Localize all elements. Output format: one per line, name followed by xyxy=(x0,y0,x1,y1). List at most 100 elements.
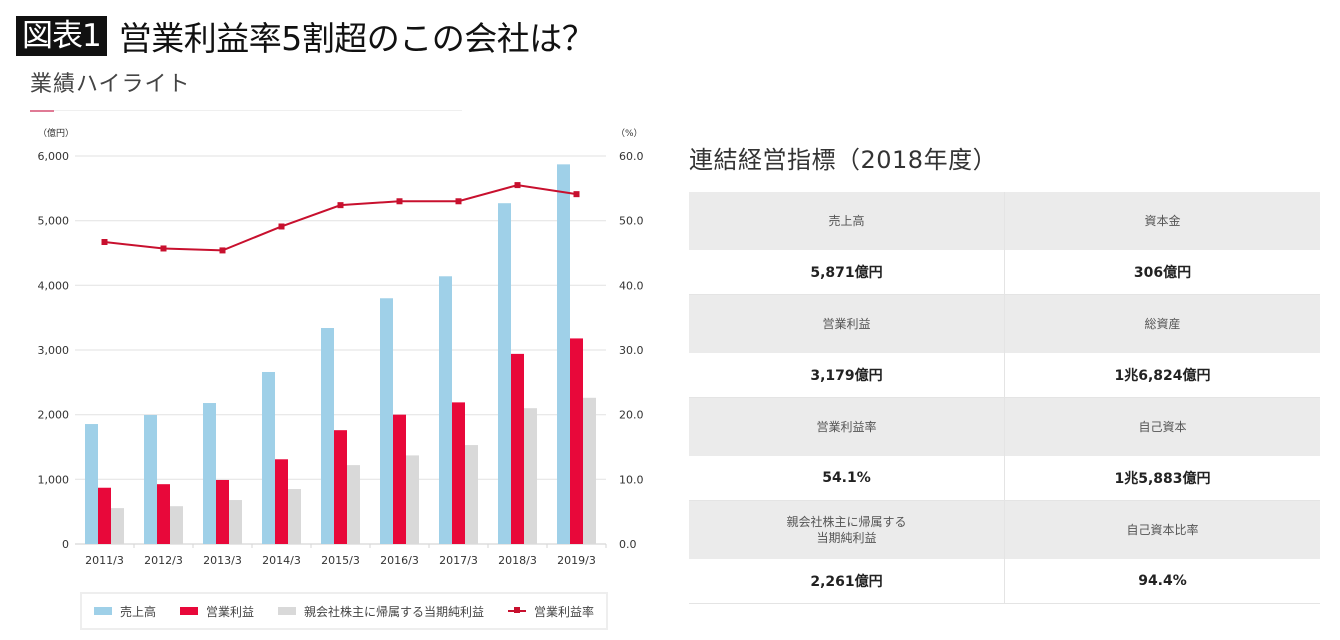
x-tick-label: 2018/3 xyxy=(498,554,537,567)
x-tick-label: 2015/3 xyxy=(321,554,360,567)
marker-operating-margin xyxy=(514,182,521,189)
kpi-value-left: 2,261億円 xyxy=(689,559,1005,604)
bar-sales xyxy=(203,403,216,544)
kpi-label-row: 営業利益率 自己資本 xyxy=(689,397,1320,456)
kpi-value-left: 5,871億円 xyxy=(689,250,1005,295)
performance-chart: 0 1,000 2,000 3,000 4,000 5,000 6,000 0.0 10.0 20… xyxy=(38,127,644,567)
y-right-tick-label: 30.0 xyxy=(619,344,644,357)
marker-operating-margin xyxy=(160,245,167,252)
marker-operating-margin xyxy=(278,223,285,230)
marker-operating-margin xyxy=(219,247,226,254)
bar-net-profit xyxy=(524,408,537,544)
bar-operating-profit xyxy=(216,479,229,544)
kpi-label-left: 親会社株主に帰属する 当期純利益 xyxy=(689,500,1005,559)
kpi-value-right: 94.4% xyxy=(1004,559,1320,604)
chart-legend: 売上高 営業利益 親会社株主に帰属する当期純利益 営業利益率 xyxy=(80,592,608,630)
marker-operating-margin xyxy=(573,191,580,198)
marker-operating-margin xyxy=(396,198,403,205)
x-tick-label: 2012/3 xyxy=(144,554,183,567)
bar-operating-profit xyxy=(393,414,406,544)
bar-sales xyxy=(144,414,157,544)
y-left-tick-label: 3,000 xyxy=(38,344,70,357)
y-left-tick-label: 5,000 xyxy=(38,215,70,228)
x-tick-label: 2016/3 xyxy=(380,554,419,567)
legend-item-operating-profit: 営業利益 xyxy=(179,603,254,620)
bar-operating-profit xyxy=(334,430,347,544)
kpi-value-right: 1兆5,883億円 xyxy=(1004,456,1320,501)
bar-operating-profit xyxy=(570,338,583,544)
y-left-unit-label: （億円） xyxy=(38,127,74,139)
bar-sales xyxy=(380,298,393,544)
kpi-title: 連結経営指標（2018年度） xyxy=(689,146,998,174)
subtitle-divider xyxy=(30,110,462,111)
bar-net-profit xyxy=(406,455,419,544)
marker-operating-margin xyxy=(337,202,344,209)
bar-operating-profit xyxy=(511,353,524,544)
bar-sales xyxy=(321,328,334,544)
bar-sales xyxy=(439,276,452,544)
y-right-tick-label: 20.0 xyxy=(619,409,644,422)
kpi-value-right: 306億円 xyxy=(1004,250,1320,295)
kpi-value-right: 1兆6,824億円 xyxy=(1004,353,1320,398)
kpi-label-right: 資本金 xyxy=(1004,192,1320,250)
bar-net-profit xyxy=(170,506,183,544)
bar-net-profit xyxy=(111,508,124,544)
y-right-tick-label: 50.0 xyxy=(619,215,644,228)
kpi-label-row: 売上高 資本金 xyxy=(689,192,1320,250)
kpi-label-right: 自己資本 xyxy=(1004,397,1320,456)
y-left-tick-label: 0 xyxy=(62,538,69,551)
bar-sales xyxy=(85,424,98,544)
bar-operating-profit xyxy=(157,484,170,544)
legend-label-operating-profit: 営業利益 xyxy=(205,604,254,619)
kpi-value-row: 5,871億円 306億円 xyxy=(689,250,1320,295)
kpi-value-left: 54.1% xyxy=(689,456,1005,501)
kpi-table: 売上高 資本金 5,871億円 306億円 営業利益 総資産 3,179億円 1兆6,824億… xyxy=(689,192,1320,604)
legend-item-sales: 売上高 xyxy=(93,603,156,620)
legend-item-operating-margin: 営業利益率 xyxy=(507,603,594,620)
bar-net-profit xyxy=(288,489,301,544)
legend-item-net-profit: 親会社株主に帰属する当期純利益 xyxy=(277,603,484,620)
y-left-tick-label: 1,000 xyxy=(38,473,70,486)
x-tick-label: 2014/3 xyxy=(262,554,301,567)
bar-operating-profit xyxy=(98,487,111,544)
y-right-tick-label: 0.0 xyxy=(619,538,637,551)
kpi-label-right: 自己資本比率 xyxy=(1004,500,1320,559)
legend-swatch-operating-margin xyxy=(507,607,526,613)
y-right-tick-label: 40.0 xyxy=(619,279,644,292)
marker-operating-margin xyxy=(455,198,462,205)
bar-operating-profit xyxy=(275,459,288,544)
subtitle-accent-bar xyxy=(30,110,54,112)
legend-label-net-profit: 親会社株主に帰属する当期純利益 xyxy=(303,604,484,619)
legend-swatch-sales xyxy=(93,607,112,615)
x-tick-label: 2011/3 xyxy=(85,554,124,567)
kpi-label-row: 営業利益 総資産 xyxy=(689,294,1320,353)
section-subtitle: 業績ハイライト xyxy=(30,72,191,97)
bar-net-profit xyxy=(583,397,596,544)
kpi-value-row: 3,179億円 1兆6,824億円 xyxy=(689,353,1320,398)
marker-operating-margin xyxy=(101,239,108,246)
legend-swatch-net-profit xyxy=(277,607,296,615)
kpi-label-left: 営業利益率 xyxy=(689,397,1005,456)
legend-label-operating-margin: 営業利益率 xyxy=(533,604,594,619)
kpi-label-row: 親会社株主に帰属する 当期純利益 自己資本比率 xyxy=(689,500,1320,559)
bar-net-profit xyxy=(347,465,360,544)
kpi-value-row: 54.1% 1兆5,883億円 xyxy=(689,456,1320,501)
y-left-tick-label: 2,000 xyxy=(38,409,70,422)
kpi-value-row: 2,261億円 94.4% xyxy=(689,559,1320,604)
figure-title: 営業利益率5割超のこの会社は？ xyxy=(118,19,595,58)
kpi-label-right: 総資産 xyxy=(1004,294,1320,353)
x-tick-label: 2017/3 xyxy=(439,554,478,567)
y-left-tick-label: 6,000 xyxy=(38,150,70,163)
y-right-unit-label: （%） xyxy=(616,128,643,139)
page-title: 図表1 営業利益率5割超のこの会社は？ xyxy=(16,14,595,58)
y-left-tick-label: 4,000 xyxy=(38,279,70,292)
bar-net-profit xyxy=(465,445,478,544)
bar-net-profit xyxy=(229,500,242,544)
legend-swatch-operating-profit xyxy=(179,607,198,615)
x-tick-label: 2013/3 xyxy=(203,554,242,567)
kpi-value-left: 3,179億円 xyxy=(689,353,1005,398)
x-tick-label: 2019/3 xyxy=(557,554,596,567)
kpi-label-left: 営業利益 xyxy=(689,294,1005,353)
kpi-label-left: 売上高 xyxy=(689,192,1005,250)
legend-label-sales: 売上高 xyxy=(119,604,156,619)
